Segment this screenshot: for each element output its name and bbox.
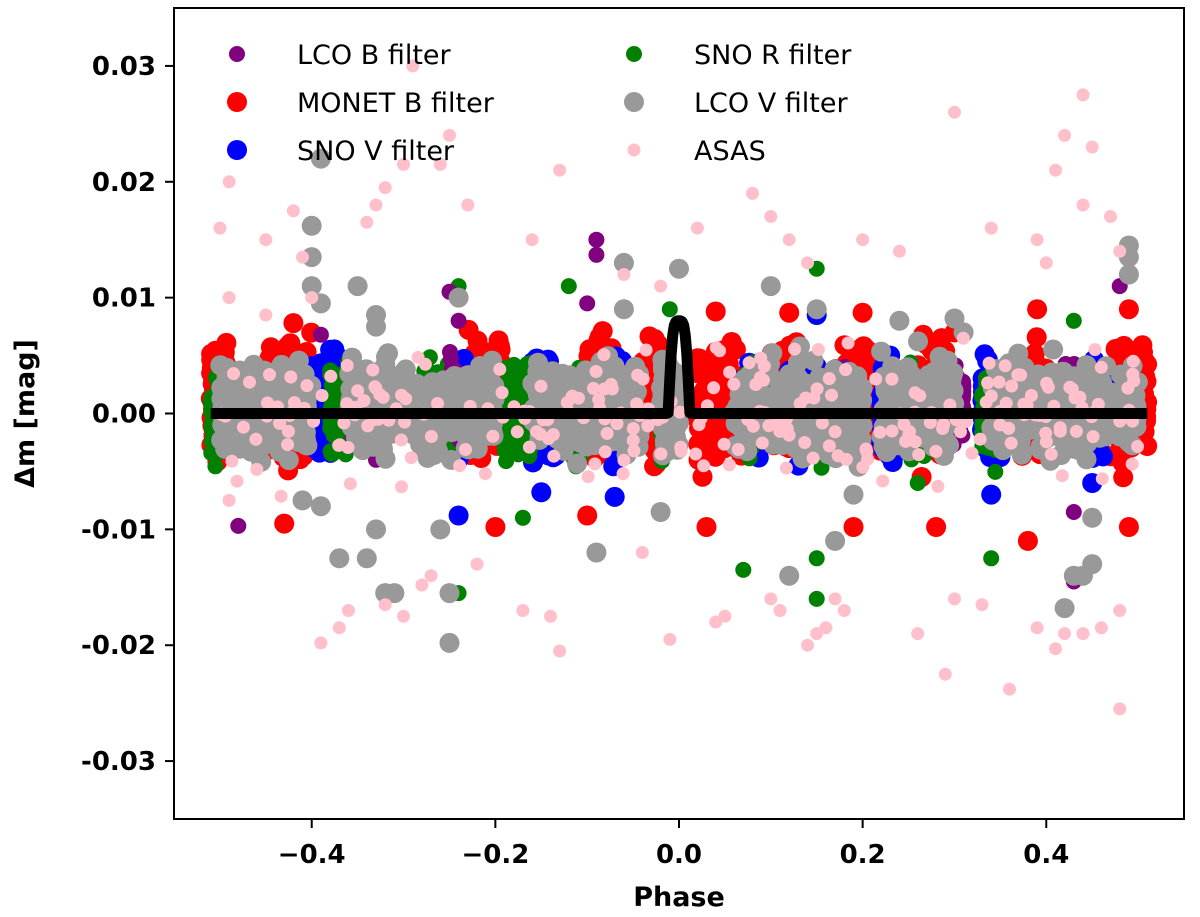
data-point [531, 482, 552, 503]
data-point [230, 517, 247, 534]
data-point [485, 517, 506, 537]
data-point [1118, 517, 1139, 537]
data-point [981, 484, 1002, 505]
data-point [579, 295, 596, 312]
data-point [1108, 338, 1129, 359]
data-point [779, 302, 800, 323]
data-point [588, 231, 605, 248]
data-point [322, 420, 339, 437]
data-point [987, 463, 1004, 480]
data-point [501, 370, 518, 387]
data-point [983, 550, 1000, 567]
data-point [1017, 530, 1038, 551]
data-point [1065, 312, 1082, 329]
data-point [589, 326, 610, 347]
data-point [498, 453, 515, 470]
data-point [808, 550, 825, 567]
data-point [721, 332, 742, 352]
data-point [450, 312, 467, 329]
data-point [280, 333, 301, 354]
data-point [320, 339, 341, 360]
data-point [207, 458, 224, 475]
data-point [661, 301, 678, 318]
data-point [448, 505, 469, 526]
data-point [1132, 335, 1153, 356]
data-point [926, 517, 947, 537]
data-point [467, 330, 488, 351]
data-point [1113, 467, 1134, 488]
data-point [442, 344, 458, 360]
data-point [808, 590, 825, 607]
data-point [696, 517, 717, 537]
data-point [577, 505, 598, 526]
data-point [1027, 299, 1048, 320]
data-point [1065, 504, 1082, 520]
data-point [843, 517, 864, 537]
data-point [1026, 327, 1047, 348]
data-point [274, 513, 295, 534]
data-point [1118, 299, 1139, 320]
data-point [692, 466, 713, 487]
data-point [909, 475, 926, 491]
data-point [216, 332, 237, 353]
data-points [200, 59, 1158, 716]
data-point [705, 301, 726, 322]
data-point [312, 326, 329, 343]
data-point [639, 326, 660, 347]
data-point [735, 561, 752, 578]
data-point [588, 246, 605, 263]
data-point [260, 337, 281, 358]
data-point [514, 509, 531, 526]
data-point [852, 302, 873, 323]
data-point [701, 424, 722, 445]
data-point [283, 313, 304, 334]
data-point [560, 278, 577, 295]
data-point [499, 439, 516, 456]
data-point [604, 486, 625, 507]
